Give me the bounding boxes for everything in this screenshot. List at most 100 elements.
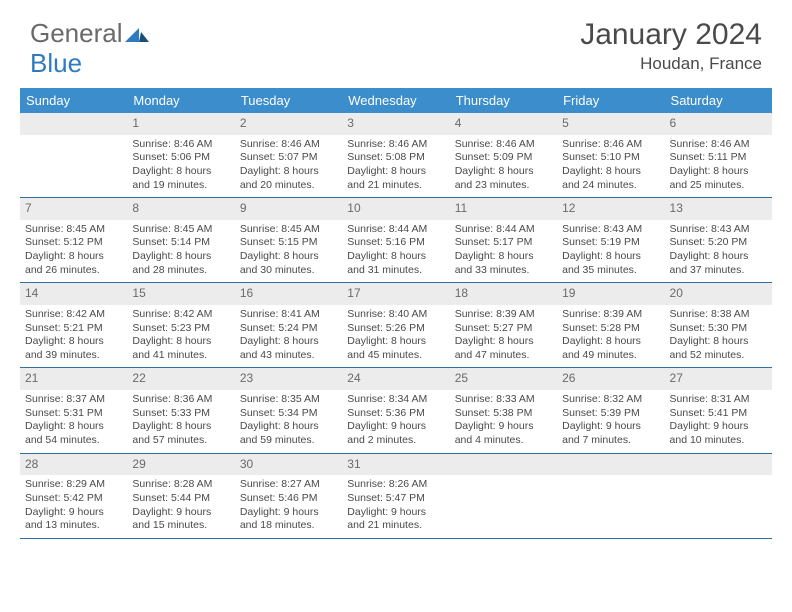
day-number: 19: [557, 283, 664, 305]
day-header-saturday: Saturday: [665, 88, 772, 113]
daylight-line: Daylight: 9 hours and 13 minutes.: [25, 506, 122, 533]
sunrise-line: Sunrise: 8:33 AM: [455, 393, 552, 407]
calendar-cell: 8Sunrise: 8:45 AMSunset: 5:14 PMDaylight…: [127, 198, 234, 282]
week-row: 28Sunrise: 8:29 AMSunset: 5:42 PMDayligh…: [20, 454, 772, 539]
day-number: 29: [127, 454, 234, 476]
calendar-cell: 12Sunrise: 8:43 AMSunset: 5:19 PMDayligh…: [557, 198, 664, 282]
cell-body: Sunrise: 8:43 AMSunset: 5:19 PMDaylight:…: [557, 220, 664, 283]
sunrise-line: Sunrise: 8:37 AM: [25, 393, 122, 407]
sunset-line: Sunset: 5:21 PM: [25, 322, 122, 336]
calendar: SundayMondayTuesdayWednesdayThursdayFrid…: [20, 88, 772, 539]
sunrise-line: Sunrise: 8:45 AM: [240, 223, 337, 237]
day-number: 3: [342, 113, 449, 135]
calendar-cell: 5Sunrise: 8:46 AMSunset: 5:10 PMDaylight…: [557, 113, 664, 197]
calendar-cell: 21Sunrise: 8:37 AMSunset: 5:31 PMDayligh…: [20, 368, 127, 452]
daylight-line: Daylight: 9 hours and 18 minutes.: [240, 506, 337, 533]
day-number: [450, 454, 557, 476]
cell-body: Sunrise: 8:46 AMSunset: 5:06 PMDaylight:…: [127, 135, 234, 198]
sunset-line: Sunset: 5:30 PM: [670, 322, 767, 336]
day-number: 1: [127, 113, 234, 135]
daylight-line: Daylight: 8 hours and 57 minutes.: [132, 420, 229, 447]
daylight-line: Daylight: 9 hours and 4 minutes.: [455, 420, 552, 447]
day-number: 13: [665, 198, 772, 220]
daylight-line: Daylight: 8 hours and 25 minutes.: [670, 165, 767, 192]
cell-body: Sunrise: 8:39 AMSunset: 5:28 PMDaylight:…: [557, 305, 664, 368]
sunset-line: Sunset: 5:16 PM: [347, 236, 444, 250]
day-number: 21: [20, 368, 127, 390]
sunset-line: Sunset: 5:31 PM: [25, 407, 122, 421]
sunrise-line: Sunrise: 8:36 AM: [132, 393, 229, 407]
day-number: 12: [557, 198, 664, 220]
day-header-tuesday: Tuesday: [235, 88, 342, 113]
calendar-cell: 18Sunrise: 8:39 AMSunset: 5:27 PMDayligh…: [450, 283, 557, 367]
day-number: 8: [127, 198, 234, 220]
location: Houdan, France: [580, 54, 762, 74]
calendar-cell: 16Sunrise: 8:41 AMSunset: 5:24 PMDayligh…: [235, 283, 342, 367]
calendar-cell: 26Sunrise: 8:32 AMSunset: 5:39 PMDayligh…: [557, 368, 664, 452]
calendar-cell: 7Sunrise: 8:45 AMSunset: 5:12 PMDaylight…: [20, 198, 127, 282]
sunrise-line: Sunrise: 8:42 AM: [132, 308, 229, 322]
calendar-cell: 17Sunrise: 8:40 AMSunset: 5:26 PMDayligh…: [342, 283, 449, 367]
sunset-line: Sunset: 5:24 PM: [240, 322, 337, 336]
logo-text-general: General: [30, 18, 123, 49]
calendar-cell: 13Sunrise: 8:43 AMSunset: 5:20 PMDayligh…: [665, 198, 772, 282]
week-row: 21Sunrise: 8:37 AMSunset: 5:31 PMDayligh…: [20, 368, 772, 453]
calendar-cell: 19Sunrise: 8:39 AMSunset: 5:28 PMDayligh…: [557, 283, 664, 367]
sunrise-line: Sunrise: 8:31 AM: [670, 393, 767, 407]
daylight-line: Daylight: 9 hours and 15 minutes.: [132, 506, 229, 533]
sunset-line: Sunset: 5:07 PM: [240, 151, 337, 165]
day-number: 31: [342, 454, 449, 476]
sunset-line: Sunset: 5:09 PM: [455, 151, 552, 165]
daylight-line: Daylight: 8 hours and 52 minutes.: [670, 335, 767, 362]
cell-body: Sunrise: 8:46 AMSunset: 5:08 PMDaylight:…: [342, 135, 449, 198]
cell-body: Sunrise: 8:46 AMSunset: 5:07 PMDaylight:…: [235, 135, 342, 198]
day-header-wednesday: Wednesday: [342, 88, 449, 113]
cell-body: Sunrise: 8:46 AMSunset: 5:10 PMDaylight:…: [557, 135, 664, 198]
cell-body: Sunrise: 8:41 AMSunset: 5:24 PMDaylight:…: [235, 305, 342, 368]
calendar-cell: 9Sunrise: 8:45 AMSunset: 5:15 PMDaylight…: [235, 198, 342, 282]
day-number: [20, 113, 127, 135]
sunset-line: Sunset: 5:26 PM: [347, 322, 444, 336]
day-number: 15: [127, 283, 234, 305]
calendar-cell: [20, 113, 127, 197]
calendar-cell: 28Sunrise: 8:29 AMSunset: 5:42 PMDayligh…: [20, 454, 127, 538]
logo-text-blue: Blue: [30, 48, 82, 79]
day-number: 10: [342, 198, 449, 220]
sunset-line: Sunset: 5:27 PM: [455, 322, 552, 336]
day-number: 23: [235, 368, 342, 390]
day-header-monday: Monday: [127, 88, 234, 113]
sunrise-line: Sunrise: 8:39 AM: [455, 308, 552, 322]
calendar-cell: 27Sunrise: 8:31 AMSunset: 5:41 PMDayligh…: [665, 368, 772, 452]
daylight-line: Daylight: 8 hours and 49 minutes.: [562, 335, 659, 362]
sunrise-line: Sunrise: 8:43 AM: [562, 223, 659, 237]
sunset-line: Sunset: 5:15 PM: [240, 236, 337, 250]
sunrise-line: Sunrise: 8:46 AM: [240, 138, 337, 152]
daylight-line: Daylight: 8 hours and 28 minutes.: [132, 250, 229, 277]
cell-body: Sunrise: 8:42 AMSunset: 5:21 PMDaylight:…: [20, 305, 127, 368]
calendar-cell: 6Sunrise: 8:46 AMSunset: 5:11 PMDaylight…: [665, 113, 772, 197]
daylight-line: Daylight: 8 hours and 43 minutes.: [240, 335, 337, 362]
daylight-line: Daylight: 8 hours and 59 minutes.: [240, 420, 337, 447]
week-row: 1Sunrise: 8:46 AMSunset: 5:06 PMDaylight…: [20, 113, 772, 198]
calendar-cell: 22Sunrise: 8:36 AMSunset: 5:33 PMDayligh…: [127, 368, 234, 452]
cell-body: Sunrise: 8:29 AMSunset: 5:42 PMDaylight:…: [20, 475, 127, 538]
daylight-line: Daylight: 8 hours and 31 minutes.: [347, 250, 444, 277]
cell-body: Sunrise: 8:45 AMSunset: 5:15 PMDaylight:…: [235, 220, 342, 283]
sunset-line: Sunset: 5:20 PM: [670, 236, 767, 250]
sunrise-line: Sunrise: 8:43 AM: [670, 223, 767, 237]
day-number: 25: [450, 368, 557, 390]
day-header-thursday: Thursday: [450, 88, 557, 113]
cell-body: Sunrise: 8:35 AMSunset: 5:34 PMDaylight:…: [235, 390, 342, 453]
sunset-line: Sunset: 5:19 PM: [562, 236, 659, 250]
sunrise-line: Sunrise: 8:46 AM: [670, 138, 767, 152]
cell-body: Sunrise: 8:31 AMSunset: 5:41 PMDaylight:…: [665, 390, 772, 453]
sunset-line: Sunset: 5:12 PM: [25, 236, 122, 250]
daylight-line: Daylight: 8 hours and 19 minutes.: [132, 165, 229, 192]
sunset-line: Sunset: 5:38 PM: [455, 407, 552, 421]
cell-body: Sunrise: 8:37 AMSunset: 5:31 PMDaylight:…: [20, 390, 127, 453]
sunrise-line: Sunrise: 8:28 AM: [132, 478, 229, 492]
calendar-cell: 2Sunrise: 8:46 AMSunset: 5:07 PMDaylight…: [235, 113, 342, 197]
daylight-line: Daylight: 8 hours and 20 minutes.: [240, 165, 337, 192]
sunrise-line: Sunrise: 8:41 AM: [240, 308, 337, 322]
title-block: January 2024 Houdan, France: [580, 18, 762, 74]
